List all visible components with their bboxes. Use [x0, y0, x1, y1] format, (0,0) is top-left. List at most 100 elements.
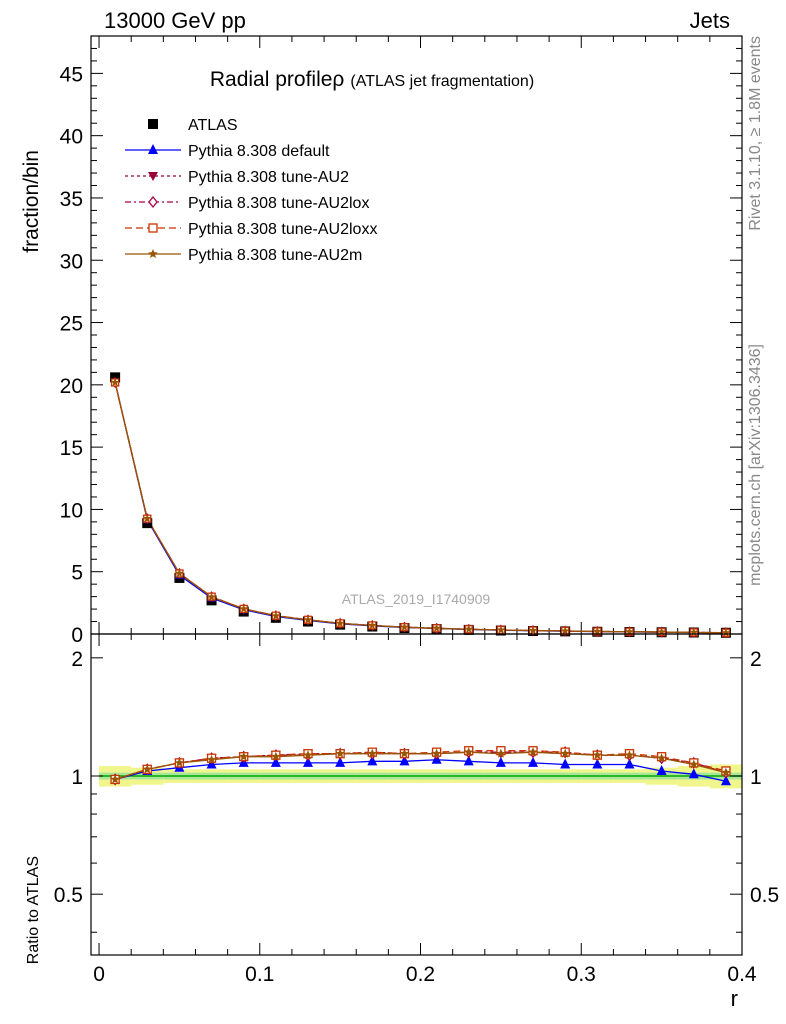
series-point-5	[368, 620, 377, 630]
legend-label-3: Pythia 8.308 tune-AU2lox	[188, 195, 369, 212]
x-tick-label: 0.3	[567, 963, 596, 986]
series-point-5	[110, 377, 120, 387]
legend-marker-2	[148, 172, 158, 181]
y-tick-label: 25	[60, 313, 83, 336]
y-tick-label: 35	[60, 188, 83, 211]
ratio-point-1	[463, 755, 474, 766]
x-tick-label: 0	[93, 963, 105, 986]
analysis-watermark: ATLAS_2019_I1740909	[342, 591, 491, 607]
ratio-point-5	[496, 748, 506, 758]
y-tick-label: 5	[71, 562, 83, 585]
series-point-5	[593, 626, 602, 636]
ratio-point-1	[270, 756, 281, 767]
series-point-5	[207, 592, 216, 601]
series-point-5	[239, 604, 248, 613]
ratio-line-4	[114, 750, 727, 781]
ratio-point-5	[560, 748, 570, 758]
ratio-point-1	[495, 756, 506, 767]
legend: ATLAS Pythia 8.308 default Pythia 8.308 tu…	[125, 117, 377, 264]
ratio-point-5	[110, 774, 120, 784]
series-point-5	[335, 618, 345, 627]
legend-marker-5	[148, 249, 158, 259]
series-point-5	[271, 611, 281, 620]
series-point-5	[464, 624, 474, 633]
series-point-5	[400, 622, 409, 631]
header-left: 13000 GeV pp	[104, 8, 246, 33]
ratio-y-tick-label-right: 1	[750, 766, 762, 789]
ratio-line-1	[114, 759, 727, 782]
y-tick-label: 0	[71, 624, 83, 647]
ratio-point-5	[335, 748, 345, 758]
y-tick-label: 45	[60, 63, 83, 86]
series-line-5	[114, 382, 726, 634]
ratio-point-5	[528, 747, 538, 757]
ratio-y-tick-label: 0.5	[54, 884, 83, 907]
ratio-y-axis-label: Ratio to ATLAS	[25, 856, 42, 964]
plot-title-sub: (ATLAS jet fragmentation)	[350, 73, 534, 90]
plot-title-main: Radial profile	[210, 68, 333, 91]
ratio-point-5	[174, 757, 185, 767]
y-tick-label: 20	[60, 375, 83, 398]
ratio-point-5	[624, 750, 635, 760]
ratio-point-5	[206, 754, 217, 764]
ratio-point-1	[592, 758, 603, 769]
ratio-point-5	[238, 751, 249, 761]
legend-label-1: Pythia 8.308 default	[188, 143, 330, 160]
ratio-line-5	[114, 751, 727, 781]
main-panel: 0 5 10 15 20 25 30 35 40 45	[60, 35, 743, 647]
plot-title-symbol: ρ	[332, 68, 344, 91]
ratio-point-5	[656, 753, 667, 763]
ratio-point-5	[399, 748, 410, 758]
ratio-point-1	[303, 756, 313, 767]
series-point-5	[528, 626, 538, 635]
ratio-point-5	[367, 748, 378, 758]
x-tick-label: 0.4	[727, 963, 757, 986]
ratio-point-5	[303, 750, 313, 760]
series-point-5	[625, 627, 634, 636]
y-axis-label: fraction/bin	[20, 150, 43, 253]
legend-label-data: ATLAS	[188, 117, 238, 134]
series-point-5	[496, 625, 506, 634]
ratio-point-1	[560, 758, 571, 769]
series-point-5	[432, 623, 441, 632]
series-point-5	[175, 568, 184, 578]
side-text-rivet: Rivet 3.1.10, ≥ 1.8M events	[747, 36, 764, 231]
legend-marker-3	[148, 195, 158, 209]
ratio-point-1	[720, 775, 731, 786]
ratio-point-5	[689, 759, 699, 769]
ratio-frame	[90, 633, 743, 956]
ratio-point-5	[463, 747, 474, 757]
plot-title: Radial profileρ (ATLAS jet fragmentation)	[210, 68, 534, 91]
y-tick-label: 15	[60, 437, 83, 460]
legend-label-4: Pythia 8.308 tune-AU2loxx	[188, 221, 377, 238]
ratio-point-5	[142, 764, 153, 774]
ratio-point-5	[431, 748, 442, 758]
ratio-panel: 0 0.1 0.2 0.3 0.4 0.5 0.5 1 1 2 2	[54, 633, 779, 986]
legend-marker-4	[148, 223, 158, 233]
ratio-y-tick-label: 2	[71, 648, 83, 671]
y-tick-label: 10	[60, 499, 83, 522]
legend-label-2: Pythia 8.308 tune-AU2	[188, 169, 349, 186]
ratio-point-1	[624, 758, 635, 769]
ratio-y-tick-label: 1	[71, 766, 83, 789]
ratio-y-tick-label-right: 2	[750, 648, 762, 671]
ratio-y-tick-label-right: 0.5	[750, 884, 779, 907]
header-right: Jets	[690, 8, 730, 33]
series-point-5	[142, 514, 152, 523]
side-text-mcplots: mcplots.cern.ch [arXiv:1306.3436]	[747, 344, 764, 586]
ratio-point-5	[271, 751, 281, 761]
x-tick-label: 0.1	[245, 963, 274, 986]
ratio-point-1	[656, 764, 667, 775]
series-point-5	[303, 615, 313, 624]
y-tick-label: 30	[60, 250, 83, 273]
ratio-point-5	[592, 750, 603, 760]
ratio-point-5	[721, 767, 731, 777]
x-axis-label: r	[731, 986, 738, 1011]
ratio-point-1	[367, 755, 378, 766]
x-tick-label: 0.2	[406, 963, 435, 986]
ratio-point-1	[688, 768, 699, 779]
y-tick-label: 40	[60, 126, 83, 149]
ratio-point-1	[399, 755, 410, 766]
ratio-point-1	[528, 756, 539, 767]
